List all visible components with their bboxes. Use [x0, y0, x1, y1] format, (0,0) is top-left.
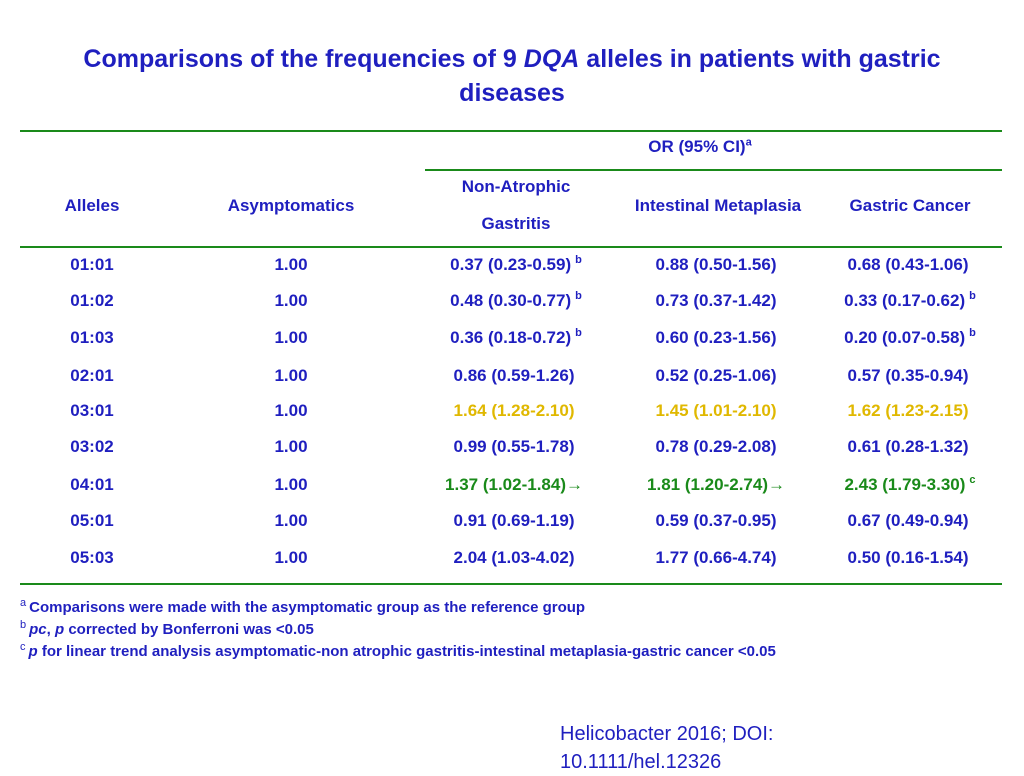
- cell-im: 0.78 (0.29-2.08): [655, 437, 777, 456]
- cell-gc: 0.61 (0.28-1.32): [847, 437, 969, 456]
- cell-gc: 0.67 (0.49-0.94): [847, 511, 969, 530]
- cell-asym: 1.00: [274, 401, 308, 420]
- header-intestinal-metaplasia: Intestinal Metaplasia: [634, 196, 802, 215]
- cell-asym: 1.00: [274, 511, 308, 530]
- cell-asym: 1.00: [274, 548, 308, 567]
- footnote-a: a Comparisons were made with the asymptom…: [20, 597, 586, 617]
- cell-nag: 0.99 (0.55-1.78): [453, 437, 575, 456]
- cell-gc: 2.43 (1.79-3.30) c: [844, 474, 976, 494]
- cell-nag: 0.37 (0.23-0.59) b: [450, 254, 582, 274]
- cell-gc: 0.20 (0.07-0.58) b: [844, 327, 976, 347]
- page-title: Comparisons of the frequencies of 9 DQA …: [83, 45, 941, 107]
- cell-gc: 0.50 (0.16-1.54): [847, 548, 969, 567]
- cell-im: 0.73 (0.37-1.42): [655, 291, 777, 310]
- cell-gc: 1.62 (1.23-2.15): [847, 401, 969, 420]
- cell-nag: 0.86 (0.59-1.26): [453, 366, 575, 385]
- cell-gc: 0.68 (0.43-1.06): [847, 255, 969, 274]
- cell-asym: 1.00: [274, 328, 308, 347]
- cell-im: 1.81 (1.20-2.74)→: [647, 475, 785, 494]
- header-asymptomatics: Asymptomatics: [227, 196, 355, 215]
- header-gastritis: Gastritis: [481, 214, 551, 233]
- cell-allele: 05:01: [70, 511, 114, 530]
- cell-im: 0.52 (0.25-1.06): [655, 366, 777, 385]
- cell-gc: 0.33 (0.17-0.62) b: [844, 290, 976, 310]
- footnote-b: b pc, p corrected by Bonferroni was <0.05: [20, 619, 314, 639]
- header-or-group: OR (95% CI)a: [648, 136, 752, 156]
- header-gastric-cancer: Gastric Cancer: [849, 196, 971, 215]
- cell-allele: 04:01: [70, 475, 114, 494]
- header-alleles: Alleles: [64, 196, 120, 215]
- cell-nag: 0.48 (0.30-0.77) b: [450, 290, 582, 310]
- header-bottom-rule: [20, 246, 1002, 248]
- cell-im: 0.88 (0.50-1.56): [655, 255, 777, 274]
- header-non-atrophic: Non-Atrophic: [461, 177, 571, 196]
- cell-nag: 1.64 (1.28-2.10): [453, 401, 575, 420]
- table-top-rule: [20, 130, 1002, 132]
- cell-gc: 0.57 (0.35-0.94): [847, 366, 969, 385]
- cell-nag: 0.91 (0.69-1.19): [453, 511, 575, 530]
- cell-asym: 1.00: [274, 255, 308, 274]
- cell-nag: 0.36 (0.18-0.72) b: [450, 327, 582, 347]
- cell-im: 1.45 (1.01-2.10): [655, 401, 777, 420]
- cell-asym: 1.00: [274, 437, 308, 456]
- cell-allele: 05:03: [70, 548, 114, 567]
- cell-asym: 1.00: [274, 291, 308, 310]
- cell-allele: 01:02: [70, 291, 114, 310]
- cell-im: 1.77 (0.66-4.74): [655, 548, 777, 567]
- cell-nag: 1.37 (1.02-1.84)→: [445, 475, 583, 494]
- cell-asym: 1.00: [274, 366, 308, 385]
- cell-asym: 1.00: [274, 475, 308, 494]
- cell-nag: 2.04 (1.03-4.02): [453, 548, 575, 567]
- group-header-rule: [425, 169, 1002, 171]
- cell-im: 0.59 (0.37-0.95): [655, 511, 777, 530]
- cell-allele: 03:02: [70, 437, 114, 456]
- cell-allele: 01:01: [70, 255, 114, 274]
- table-bottom-rule: [20, 583, 1002, 585]
- cell-allele: 03:01: [70, 401, 114, 420]
- cell-allele: 01:03: [70, 328, 114, 347]
- cell-allele: 02:01: [70, 366, 114, 385]
- cell-im: 0.60 (0.23-1.56): [655, 328, 777, 347]
